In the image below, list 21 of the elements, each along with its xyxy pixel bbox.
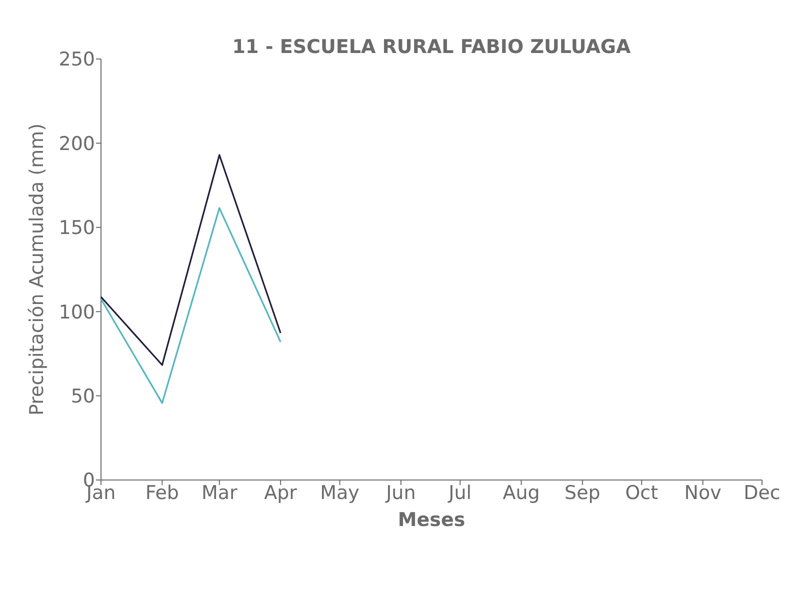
x-tick-label: Aug: [502, 482, 540, 504]
line-series: [100, 154, 282, 366]
x-tick-label: Nov: [684, 482, 722, 504]
x-tick-label: May: [320, 482, 360, 504]
x-tick-label: Feb: [145, 482, 179, 504]
y-tick-label: 250: [58, 48, 95, 71]
x-tick-label: Apr: [264, 482, 298, 504]
x-axis-title: Meses: [398, 509, 466, 531]
x-tick-label: Sep: [564, 482, 600, 504]
x-tick-label: Dec: [744, 482, 780, 504]
y-tick-label: 100: [58, 301, 95, 324]
x-tick-label: Jun: [385, 482, 416, 504]
x-tick-label: Oct: [625, 482, 658, 504]
line-series: [100, 207, 282, 404]
chart-title: 11 - ESCUELA RURAL FABIO ZULUAGA: [232, 36, 631, 58]
y-tick-label: 50: [70, 385, 95, 408]
x-tick-label: Mar: [201, 482, 238, 504]
y-axis-title: Precipitación Acumulada (mm): [26, 123, 48, 416]
y-tick-label: 150: [58, 217, 95, 240]
y-tick-label: 200: [58, 132, 95, 155]
x-tick-label: Jul: [448, 482, 472, 504]
